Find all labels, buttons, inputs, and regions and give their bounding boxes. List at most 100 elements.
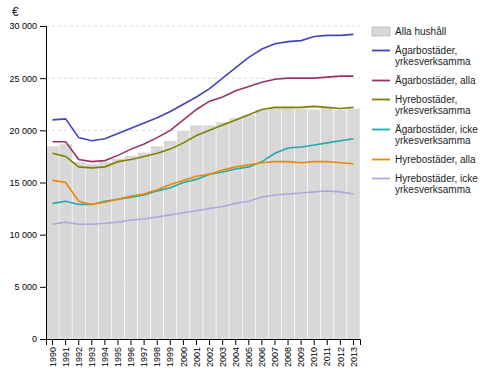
bar [85,164,98,339]
x-tick-mark [314,339,315,345]
x-tick-mark [196,339,197,345]
bar [229,118,242,339]
x-tick-label: 2011 [322,347,332,366]
x-tick-mark [209,339,210,345]
x-tick-label: 1997 [139,347,149,367]
x-tick-label: 2003 [218,347,228,367]
y-tick-mark [40,130,46,131]
legend-swatch [372,99,390,101]
line [53,76,354,162]
x-tick: 1995 [113,339,123,367]
x-tick-label: 2008 [283,347,293,367]
y-tick-label: 20 000 [9,126,37,136]
x-tick-mark [235,339,236,345]
y-tick: 20 000 [9,126,46,136]
y-tick-label: 25 000 [9,74,37,84]
legend-swatch [372,178,390,180]
x-tick-label: 1992 [74,347,84,367]
x-tick-mark [170,339,171,345]
legend-item: Ägarbostäder, alla [372,75,476,86]
bar [111,159,124,339]
legend-label: Hyrebostäder, ickeyrkesverksamma [395,173,478,195]
x-tick-label: 1998 [152,347,162,367]
x-tick-mark [117,339,118,345]
x-tick-mark [157,339,158,345]
legend-item: Ägarbostäder, ickeyrkesverksamma [372,124,478,146]
line [53,162,354,205]
x-tick-label: 2000 [179,347,189,367]
legend-label: Alla hushåll [395,26,446,37]
y-tick-label: 30 000 [9,21,37,31]
y-tick-label: 15 000 [9,178,37,188]
x-tick-mark [327,339,328,345]
x-axis-line [47,340,361,346]
marks [46,34,360,339]
bar [151,146,164,339]
bar [46,146,59,339]
y-tick-label: 10 000 [9,230,37,240]
x-tick-mark [65,339,66,345]
y-tick-mark [40,26,46,27]
x-tick-mark [52,339,53,345]
x-tick-label: 2010 [309,347,319,367]
x-tick-mark [131,339,132,345]
x-tick-label: 1991 [61,347,71,367]
x-tick: 2008 [283,339,293,367]
x-tick-label: 1999 [165,347,175,367]
bar [255,109,268,339]
y-tick-mark [40,235,46,236]
x-tick: 2009 [296,339,306,367]
y-tick-label: 5 000 [14,282,37,292]
y-label: € [12,5,19,19]
x-tick-mark [301,339,302,345]
legend-label: Ägarbostäder, alla [395,75,476,86]
x-tick-mark [183,339,184,345]
y-tick-mark [40,183,46,184]
x-tick: 2005 [244,339,254,367]
y-tick: 5 000 [14,282,46,292]
x-tick: 1997 [139,339,149,367]
x-tick: 1994 [100,339,110,367]
bar [98,162,111,339]
x-tick-mark [288,339,289,345]
bar [177,130,190,339]
legend-label: Ägarbostäder, ickeyrkesverksamma [395,124,478,146]
y-tick: 15 000 [9,178,46,188]
x-tick: 2010 [309,339,319,367]
legend-label: Hyrebostäder, alla [395,154,476,165]
legend-item: Hyrebostäder, ickeyrkesverksamma [372,173,478,195]
x-tick: 1992 [74,339,84,367]
bar [295,108,308,339]
grid-line [46,26,360,27]
x-tick-label: 2002 [205,347,215,367]
legend: Alla hushåll Ägarbostäder,yrkesverksamma Ä… [372,26,478,195]
x-tick: 2007 [270,339,280,367]
x-tick-label: 2012 [336,347,346,367]
x-tick-label: 2004 [231,347,241,367]
plot: 1990199119921993199419951996199719981999… [9,21,360,367]
x-tick: 1996 [126,339,136,367]
bar [203,125,216,339]
bar [190,125,203,339]
legend-label: Ägarbostäder,yrkesverksamma [395,45,471,67]
bar [72,162,85,339]
x-tick-label: 1995 [113,347,123,367]
x-tick-label: 2006 [257,347,267,367]
legend-item: Alla hushåll [372,26,446,37]
x-tick-mark [222,339,223,345]
x-tick-label: 2013 [349,347,359,367]
bar [347,108,360,339]
x-tick-mark [353,339,354,345]
x-tick-mark [104,339,105,345]
x-tick: 2002 [205,339,215,367]
x-tick-label: 2001 [192,347,202,367]
x-tick-mark [274,339,275,345]
legend-swatch [372,159,390,161]
legend-item: Hyrebostäder, alla [372,154,476,165]
line [53,106,354,168]
legend-swatch [372,50,390,52]
x-tick: 2013 [349,339,359,367]
bar [242,115,255,339]
y-tick-mark [40,339,46,340]
x-tick-label: 2005 [244,347,254,367]
